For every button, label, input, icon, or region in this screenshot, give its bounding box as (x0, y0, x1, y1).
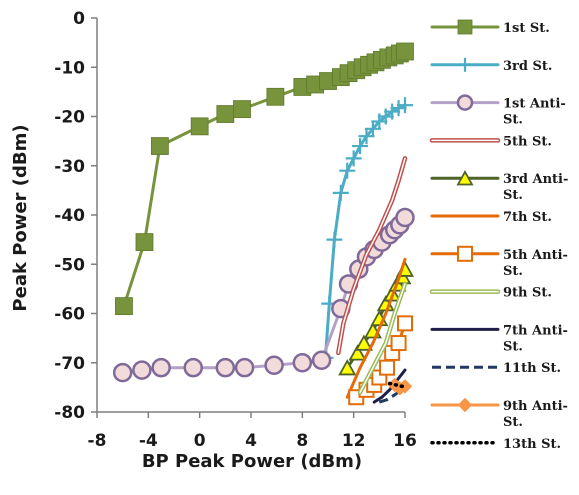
legend-label-5th-anti-st: 5th Anti-St. (503, 248, 568, 279)
data-point-3rd-st (397, 97, 413, 114)
series-5th-st (336, 156, 408, 356)
data-point-1st-st (115, 297, 133, 316)
y-tick-label: -50 (54, 255, 85, 275)
x-tick-label: -8 (88, 431, 107, 451)
data-point-1st-st (135, 233, 154, 251)
y-tick-label: -20 (54, 108, 85, 128)
x-tick-label: 12 (342, 431, 366, 451)
legend-marker-1st-anti-st (456, 94, 474, 111)
legend-label-11th-st: 11th St. (503, 361, 561, 376)
data-point-1st-anti-st (151, 357, 171, 378)
data-point-5th-anti-st (390, 335, 407, 352)
data-point-1st-st (266, 87, 285, 106)
data-point-1st-anti-st (234, 357, 255, 378)
y-tick-label: -80 (54, 403, 85, 423)
data-point-3rd-anti-st (338, 359, 357, 376)
y-axis-title: Peak Power (dBm) (10, 124, 31, 311)
legend-item-7th-anti-st: 7th Anti-St. (430, 323, 568, 354)
data-point-3rd-st (352, 138, 369, 155)
series-line-7th-anti-st (372, 368, 407, 404)
data-point-1st-anti-st (132, 360, 152, 380)
data-point-3rd-st (332, 184, 349, 201)
x-tick-label: 8 (296, 431, 308, 451)
legend-item-1st-anti-st: 1st Anti-St. (430, 94, 566, 128)
legend: 1st St. 3rd St. 1st Anti-St. 5th St. 3rd Ant… (429, 19, 568, 452)
y-tick-label: -70 (54, 354, 85, 374)
series-line-5th-st (336, 156, 408, 356)
series-9th-st (357, 281, 408, 395)
data-point-9th-anti-st (397, 379, 413, 394)
series-1st-anti-st (112, 207, 415, 383)
data-point-3rd-anti-st (348, 344, 367, 361)
x-axis-title: BP Peak Power (dBm) (142, 451, 362, 472)
legend-marker-9th-anti-st (457, 397, 473, 413)
data-point-3rd-st (326, 231, 343, 248)
x-tick-label: 16 (393, 431, 417, 451)
legend-item-3rd-st: 3rd St. (430, 57, 552, 74)
series-line-11th-st (378, 386, 406, 404)
data-point-3rd-anti-st (354, 334, 373, 351)
series-line-7th-st (345, 257, 407, 399)
y-tick-label: -30 (54, 157, 85, 177)
legend-label-9th-st: 9th St. (503, 286, 552, 301)
data-point-3rd-st (339, 162, 356, 179)
data-point-1st-anti-st (183, 357, 203, 378)
series-11th-st (378, 386, 406, 404)
series-7th-st (345, 257, 407, 399)
data-point-1st-st (190, 117, 209, 136)
legend-label-13th-st: 13th St. (503, 437, 561, 452)
y-tick-label: -40 (54, 206, 85, 226)
data-point-3rd-st (345, 150, 362, 167)
legend-label-5th-st: 5th St. (503, 134, 552, 149)
series-layer (112, 42, 415, 406)
data-point-1st-anti-st (395, 207, 415, 228)
data-point-1st-anti-st (215, 357, 236, 378)
y-ticks: 0 -10 -20 -30 -40 -50 -60 -70 -80 (54, 9, 97, 423)
legend-item-13th-st: 13th St. (430, 437, 561, 452)
data-point-1st-anti-st (264, 355, 284, 375)
series-line-9th-st (357, 281, 408, 395)
x-tick-label: 0 (194, 431, 206, 451)
legend-label-1st-st: 1st St. (503, 21, 550, 36)
legend-item-1st-st: 1st St. (430, 19, 550, 36)
data-point-1st-anti-st (112, 362, 133, 383)
data-point-5th-anti-st (379, 359, 396, 376)
legend-label-7th-anti-st: 7th Anti-St. (503, 323, 568, 354)
legend-label-9th-anti-st: 9th Anti-St. (503, 399, 568, 430)
legend-marker-1st-st (457, 19, 473, 35)
y-tick-label: -60 (54, 305, 85, 325)
series-1st-st (115, 42, 414, 316)
legend-item-9th-anti-st: 9th Anti-St. (430, 397, 568, 430)
legend-label-7th-st: 7th St. (503, 210, 552, 225)
x-tick-label: -4 (139, 431, 158, 451)
legend-label-3rd-anti-st: 3rd Anti-St. (503, 172, 568, 203)
x-tick-label: 4 (245, 431, 257, 451)
legend-label-1st-anti-st: 1st Anti-St. (503, 97, 566, 128)
legend-item-3rd-anti-st: 3rd Anti-St. (430, 170, 568, 203)
legend-marker-3rd-st (458, 57, 472, 72)
data-point-5th-anti-st (397, 315, 413, 332)
legend-item-11th-st: 11th St. (432, 361, 561, 376)
y-tick-label: -10 (54, 58, 85, 78)
data-point-1st-st (233, 100, 251, 119)
legend-item-9th-st: 9th St. (429, 286, 552, 301)
data-point-1st-st (150, 137, 169, 155)
data-point-1st-st (216, 105, 235, 123)
series-13th-st (387, 381, 405, 389)
series-7th-anti-st (372, 368, 407, 404)
data-point-1st-anti-st (292, 353, 313, 373)
x-ticks: -8 -4 0 4 8 12 16 (88, 412, 417, 451)
series-line-13th-st (387, 381, 405, 389)
legend-label-3rd-st: 3rd St. (503, 59, 552, 74)
legend-item-5th-st: 5th St. (429, 134, 552, 149)
legend-item-7th-st: 7th St. (430, 210, 552, 225)
data-point-1st-anti-st (311, 350, 332, 371)
legend-marker-5th-anti-st (457, 245, 473, 262)
legend-item-5th-anti-st: 5th Anti-St. (430, 245, 568, 279)
data-point-1st-st (396, 42, 414, 61)
legend-marker-3rd-anti-st (456, 170, 474, 186)
y-tick-label: 0 (73, 9, 85, 29)
